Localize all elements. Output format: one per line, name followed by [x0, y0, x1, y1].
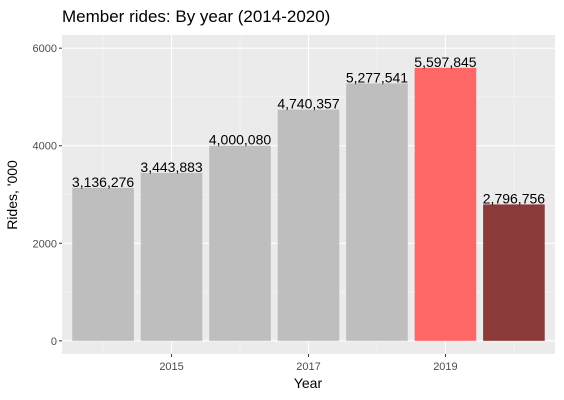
y-tick-label: 2000	[33, 238, 57, 250]
bar-2014	[72, 187, 134, 341]
bars	[72, 67, 545, 341]
y-tick-label: 4000	[33, 141, 57, 153]
data-labels: 3,136,276 3,443,883 4,000,080 4,740,357 5,27…	[72, 54, 545, 207]
bar-2019	[414, 67, 477, 341]
data-label-2015: 3,443,883	[140, 159, 202, 175]
data-label-2018: 5,277,541	[346, 69, 408, 85]
bar-2015	[140, 172, 203, 341]
data-label-2016: 4,000,080	[209, 132, 271, 148]
axes: 0 2000 4000 6000 2015 2017 2019	[33, 43, 458, 373]
data-label-2014: 3,136,276	[72, 174, 134, 190]
x-tick-label: 2017	[296, 361, 320, 373]
data-label-2020: 2,796,756	[483, 190, 545, 206]
y-tick-label: 0	[51, 336, 57, 348]
data-label-2019: 5,597,845	[414, 54, 476, 70]
chart-title: Member rides: By year (2014-2020)	[62, 7, 330, 26]
bar-2020	[483, 204, 545, 341]
x-tick-label: 2019	[433, 361, 457, 373]
y-axis-title: Rides, '000	[4, 160, 20, 230]
y-tick-label: 6000	[33, 43, 57, 55]
x-axis-title: Year	[294, 375, 323, 391]
bar-2017	[277, 109, 340, 341]
bar-2016	[209, 145, 271, 341]
bar-2018	[346, 83, 408, 341]
data-label-2017: 4,740,357	[277, 96, 339, 112]
x-tick-label: 2015	[159, 361, 183, 373]
